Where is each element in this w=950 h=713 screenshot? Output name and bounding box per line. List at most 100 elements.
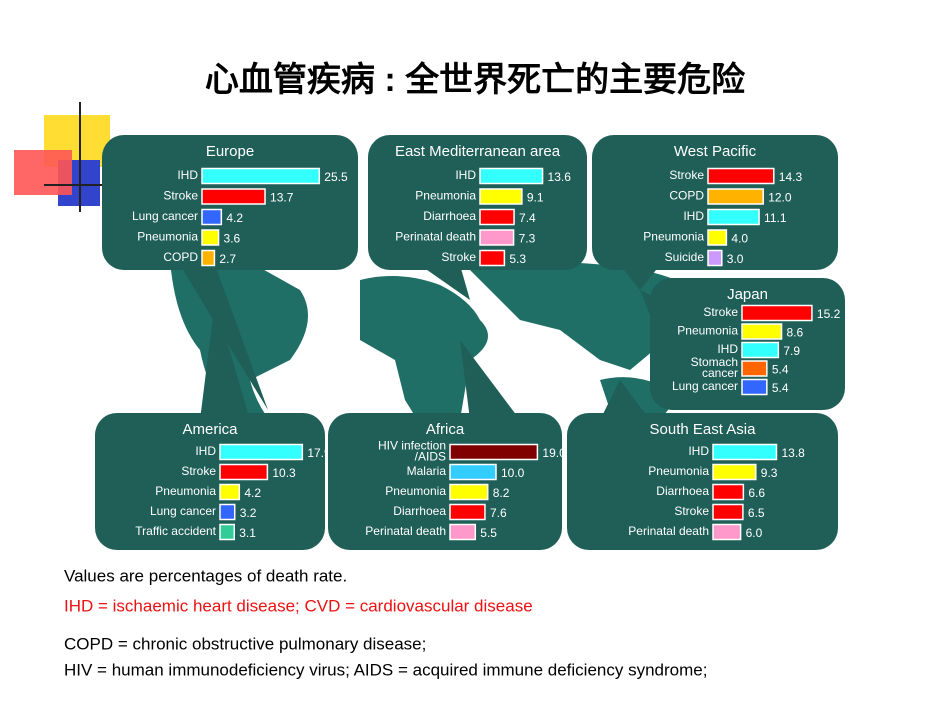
chart-title: Europe [206,143,254,160]
category-label: Lung cancer [132,209,198,223]
bar [712,483,745,501]
category-label: Stroke [669,168,704,182]
category-label: Pneumonia [415,189,476,203]
value-label: 17.9 [307,446,331,460]
bar [449,503,486,521]
bar [479,167,544,185]
bar [707,229,728,246]
category-label: HIV infection/AIDS [378,439,446,464]
value-label: 3.0 [727,252,744,266]
chart-title: East Mediterranean area [395,143,561,160]
value-label: 6.5 [748,506,765,520]
value-label: 5.4 [772,381,789,395]
category-label: Stroke [441,250,476,264]
category-label: Perinatal death [395,230,476,244]
category-label: Stroke [163,189,198,203]
bar [449,443,539,461]
bar [201,167,321,185]
bar [741,323,783,340]
category-label: Diarrhoea [393,504,446,518]
category-label: COPD [669,189,704,203]
decoration [14,102,112,212]
value-label: 14.3 [779,170,803,184]
category-label: Suicide [665,250,705,264]
bar [707,249,723,267]
category-label: Stomach cancer [691,355,738,380]
bar [449,463,497,481]
category-label: Lung cancer [150,504,216,518]
value-label: 7.4 [519,211,536,225]
value-label: 4.2 [226,211,243,225]
callout-pointer [420,265,470,300]
category-label: Lung cancer [672,379,738,393]
category-label: Diarrhoea [423,209,476,223]
bar [741,378,768,396]
value-label: 25.5 [324,170,348,184]
value-label: 4.2 [244,486,261,500]
category-label: Pneumonia [137,230,198,244]
category-label: IHD [195,444,216,458]
callout-pointer [620,265,660,290]
bar [479,229,515,246]
category-label: IHD [683,209,704,223]
category-label: Stroke [703,305,738,319]
chart-title: South East Asia [650,421,757,438]
category-label: Malaria [407,464,447,478]
callout-pointer [600,380,650,420]
bar [201,229,220,246]
category-label: Diarrhoea [656,484,709,498]
chart-panel: West Pacific Stroke 14.3 COPD 12.0 IHD 11.1 Pne… [592,135,838,290]
value-label: 2.7 [219,252,236,266]
category-label: Pneumonia [677,324,738,338]
chart-panel: America IHD 17.9 Stroke 10.3 Pneumonia 4.2 Lung… [95,300,331,550]
bar [449,523,477,541]
category-label: Perinatal death [365,524,446,538]
value-label: 10.0 [501,466,525,480]
category-label: IHD [177,168,198,182]
callout-pointer [200,300,250,420]
bar [201,249,216,267]
category-label: Pneumonia [648,464,709,478]
category-label: Pneumonia [643,230,704,244]
chart-title: West Pacific [674,143,757,160]
footnote: HIV = human immunodeficiency virus; AIDS… [64,660,707,679]
bar [707,208,760,226]
chart-panel: Japan Stroke 15.2 Pneumonia 8.6 IHD 7.9 Stomach… [640,278,845,410]
value-label: 15.2 [817,307,841,321]
category-label: Traffic accident [135,524,216,538]
bar [219,503,236,521]
value-label: 11.1 [764,211,787,225]
bar [201,188,266,205]
bar [219,523,236,541]
category-label: IHD [455,168,476,182]
chart-title: Africa [426,421,465,438]
value-label: 10.3 [272,466,296,480]
value-label: 5.4 [772,363,789,377]
value-label: 19.0 [542,446,566,460]
category-label: Stroke [181,464,216,478]
value-label: 7.6 [490,506,507,520]
value-label: 3.1 [239,526,256,540]
value-label: 3.6 [224,232,241,246]
callout-pointer [460,340,520,420]
value-label: 4.0 [731,232,748,246]
value-label: 12.0 [768,191,792,205]
value-label: 7.9 [783,344,800,358]
footnote: COPD = chronic obstructive pulmonary dis… [64,634,426,653]
bar [219,463,269,481]
value-label: 9.1 [527,191,544,205]
bar [219,483,241,501]
category-label: Perinatal death [628,524,709,538]
value-label: 5.3 [509,252,526,266]
bar [707,188,764,205]
value-label: 8.6 [787,326,804,340]
bar [479,208,515,226]
chart-panel: East Mediterranean area IHD 13.6 Pneumonia 9… [368,135,587,300]
category-label: IHD [717,342,738,356]
footnote: IHD = ischaemic heart disease; CVD = car… [64,596,533,615]
bar [479,188,523,205]
bar [712,503,744,521]
bar [712,443,778,461]
